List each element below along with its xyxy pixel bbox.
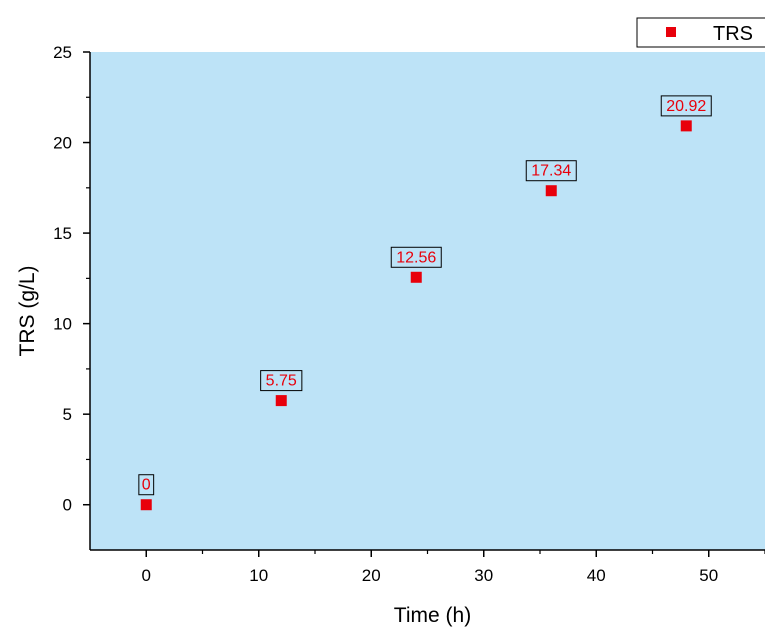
data-label: 0 — [142, 477, 151, 494]
data-label-box — [260, 370, 303, 392]
legend-box — [636, 17, 765, 48]
data-label-box — [390, 246, 442, 268]
y-tick-label: 20 — [53, 134, 72, 153]
data-point — [140, 499, 152, 511]
data-point — [680, 120, 692, 132]
legend: TRS — [636, 17, 765, 48]
data-label: 12.56 — [396, 249, 436, 266]
data-point — [410, 271, 422, 283]
data-label: 5.75 — [266, 373, 297, 390]
data-point — [275, 395, 287, 407]
y-tick-label: 15 — [53, 224, 72, 243]
data-label-box — [660, 95, 712, 117]
x-tick-label: 30 — [474, 566, 493, 585]
data-label-box — [525, 160, 577, 182]
y-axis-title: TRS (g/L) — [16, 265, 39, 356]
y-tick-label: 10 — [53, 315, 72, 334]
legend-label-trs: TRS — [713, 23, 753, 45]
x-axis: 0 10 20 30 40 50 — [90, 549, 765, 585]
data-label: 20.92 — [666, 98, 706, 115]
x-tick-label: 0 — [142, 566, 151, 585]
plot-area — [90, 52, 765, 550]
y-tick-label: 5 — [63, 405, 72, 424]
data-point — [545, 185, 557, 197]
y-tick-label: 0 — [63, 496, 72, 515]
x-tick-label: 20 — [362, 566, 381, 585]
x-axis-title: Time (h) — [394, 604, 471, 627]
x-tick-label: 50 — [699, 566, 718, 585]
x-tick-label: 40 — [587, 566, 606, 585]
x-tick-label: 10 — [249, 566, 268, 585]
y-axis: 0 5 10 15 20 25 — [53, 43, 91, 550]
y-tick-label: 25 — [53, 43, 72, 62]
data-series-trs: 0 5.75 12.56 17.34 20.92 — [138, 95, 712, 511]
data-label-box — [138, 474, 155, 496]
legend-marker-trs — [666, 27, 676, 37]
data-label: 17.34 — [531, 163, 571, 180]
